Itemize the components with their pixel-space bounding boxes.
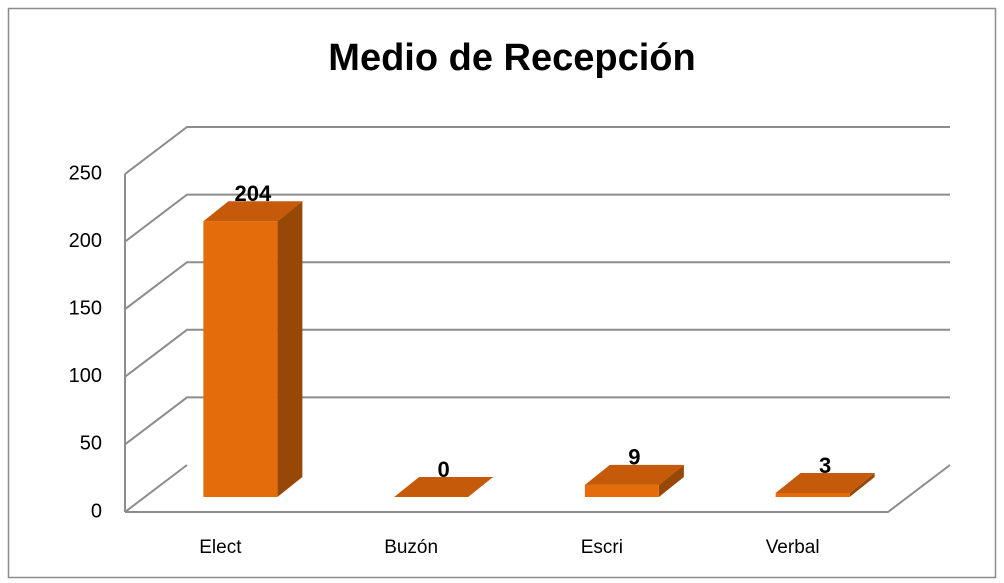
grid-line [124, 261, 950, 310]
y-tick-label: 100 [69, 365, 102, 387]
bar-top [584, 464, 684, 485]
x-tick-label: Elect [199, 537, 242, 558]
y-tick-label: 50 [80, 433, 102, 455]
bar-side [849, 472, 875, 497]
y-tick-label: 250 [69, 162, 102, 184]
y-tick-label: 200 [69, 230, 102, 252]
y-tick-label: 150 [69, 297, 102, 319]
value-label: 0 [438, 457, 450, 482]
x-tick-label: Buzón [384, 537, 438, 558]
bar [203, 221, 278, 497]
value-label: 3 [819, 453, 831, 478]
value-label: 9 [628, 445, 640, 470]
bar [775, 492, 850, 497]
grid-line [124, 328, 950, 378]
grid-line [124, 396, 950, 446]
grid-line [124, 126, 950, 175]
value-label: 204 [235, 181, 272, 206]
bar-top [203, 201, 303, 222]
y-tick-label: 0 [91, 500, 102, 522]
bar-side [277, 201, 303, 497]
bar-side [658, 464, 684, 497]
bar-top [394, 477, 494, 497]
x-tick-label: Escri [581, 537, 623, 558]
grid-line [124, 193, 950, 243]
x-tick-label: Verbal [766, 537, 820, 558]
chart-title: Medio de Recepción [328, 37, 695, 79]
floor-edge [124, 464, 188, 513]
bar [584, 484, 659, 497]
grid-line [125, 464, 951, 513]
bar-top [775, 472, 875, 493]
